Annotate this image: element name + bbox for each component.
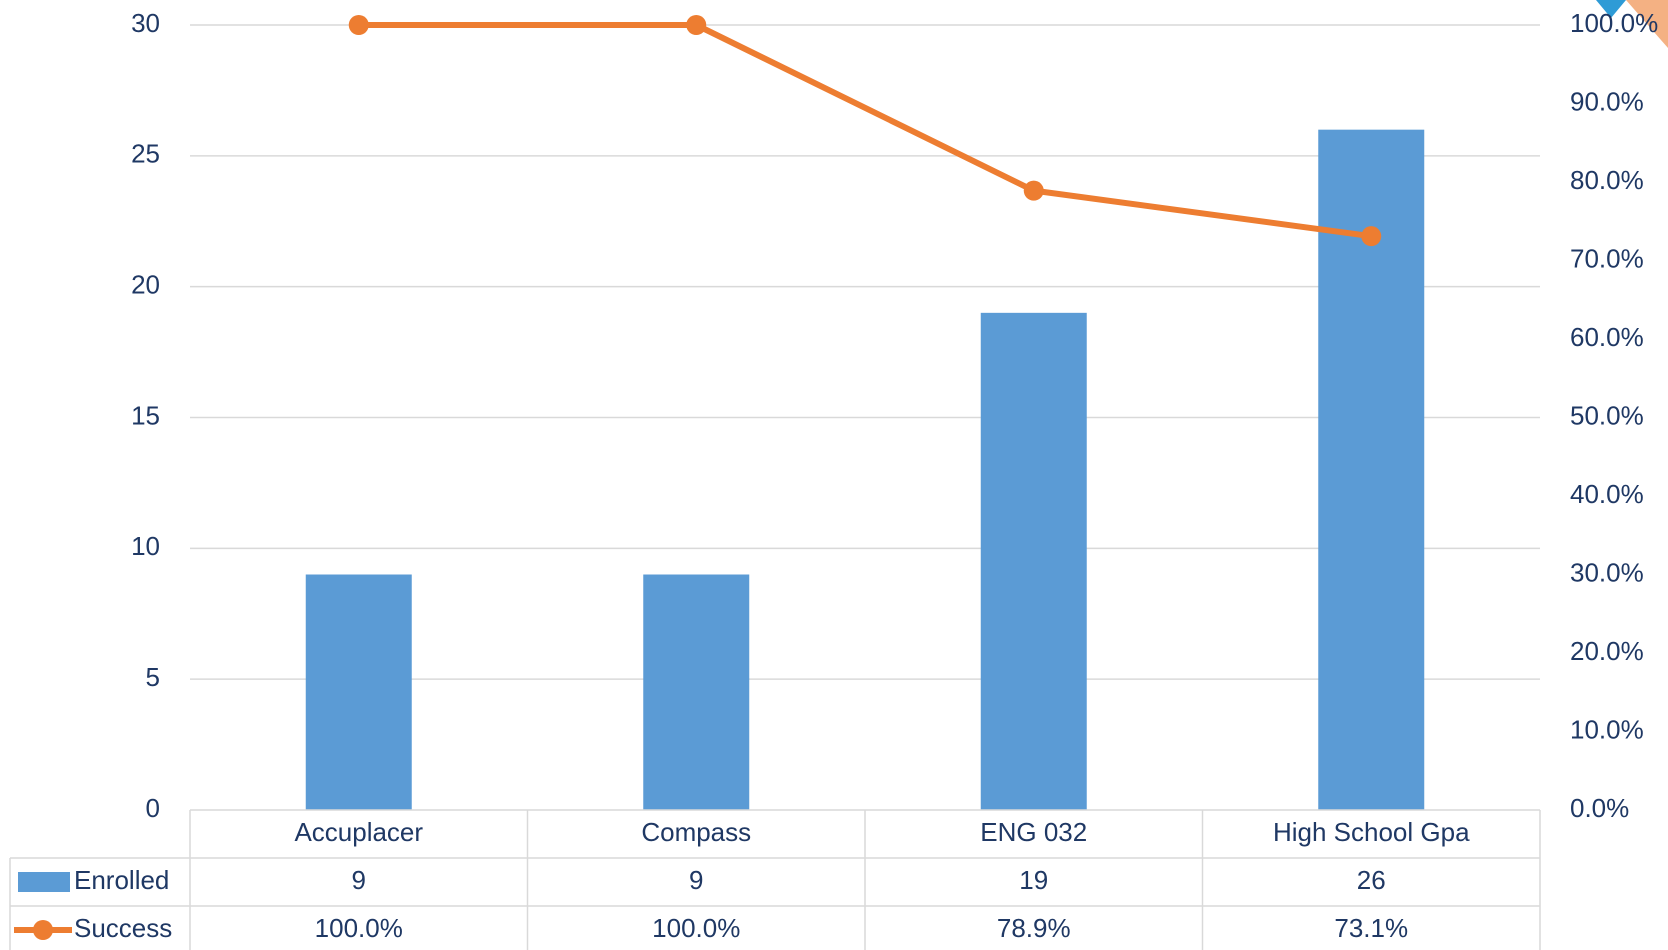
right-axis-tick-label: 20.0% (1570, 636, 1644, 666)
legend-key-enrolled (18, 872, 70, 892)
enrolled-value: 9 (689, 865, 703, 895)
success-value: 78.9% (997, 913, 1071, 943)
right-axis-tick-label: 60.0% (1570, 322, 1644, 352)
right-axis-ticks: 0.0% 10.0% 20.0% 30.0% 40.0% 50.0% 60.0% 70.0% 8… (1570, 8, 1658, 823)
bar (305, 574, 412, 810)
left-axis-tick-label: 15 (131, 400, 160, 430)
success-value: 100.0% (652, 913, 740, 943)
gridlines (190, 24, 1540, 680)
legend-label-enrolled: Enrolled (74, 865, 169, 895)
left-axis-tick-label: 10 (131, 531, 160, 561)
enrolled-value: 9 (352, 865, 366, 895)
success-value: 73.1% (1334, 913, 1408, 943)
right-axis-tick-label: 70.0% (1570, 243, 1644, 273)
line-point (1361, 226, 1382, 247)
category-label: High School Gpa (1273, 817, 1470, 847)
category-label: Compass (641, 817, 751, 847)
line-point (686, 15, 707, 35)
data-table: Accuplacer Compass ENG 032 High School Gpa E… (9, 809, 1541, 950)
left-axis-tick-label: 5 (146, 662, 160, 692)
left-axis-tick-label: 30 (131, 8, 160, 38)
category-label: Accuplacer (294, 817, 423, 847)
corner-decoration-orange (1626, 0, 1668, 48)
left-axis-ticks: 0 5 10 15 20 25 30 (131, 8, 160, 823)
enrolled-value: 26 (1357, 865, 1386, 895)
enrolled-value: 19 (1019, 865, 1048, 895)
line-point (1023, 180, 1044, 201)
bar (643, 574, 750, 810)
corner-decoration (1596, 0, 1668, 48)
line-point (348, 15, 369, 35)
category-label: ENG 032 (980, 817, 1087, 847)
right-axis-tick-label: 100.0% (1570, 8, 1658, 38)
right-axis-tick-label: 10.0% (1570, 714, 1644, 744)
bar-series (305, 129, 1425, 810)
right-axis-tick-label: 40.0% (1570, 479, 1644, 509)
corner-decoration-blue (1596, 0, 1626, 18)
left-axis-tick-label: 0 (146, 793, 160, 823)
right-axis-tick-label: 30.0% (1570, 557, 1644, 587)
success-value: 100.0% (315, 913, 403, 943)
left-axis-tick-label: 25 (131, 139, 160, 169)
right-axis-tick-label: 50.0% (1570, 400, 1644, 430)
line-series (348, 15, 1382, 247)
legend-label-success: Success (74, 913, 172, 943)
right-axis-tick-label: 90.0% (1570, 86, 1644, 116)
bar (980, 312, 1087, 810)
right-axis-tick-label: 80.0% (1570, 165, 1644, 195)
legend-key-success-marker (33, 920, 53, 940)
right-axis-tick-label: 0.0% (1570, 793, 1629, 823)
left-axis-tick-label: 20 (131, 270, 160, 300)
success-line (358, 22, 1372, 240)
